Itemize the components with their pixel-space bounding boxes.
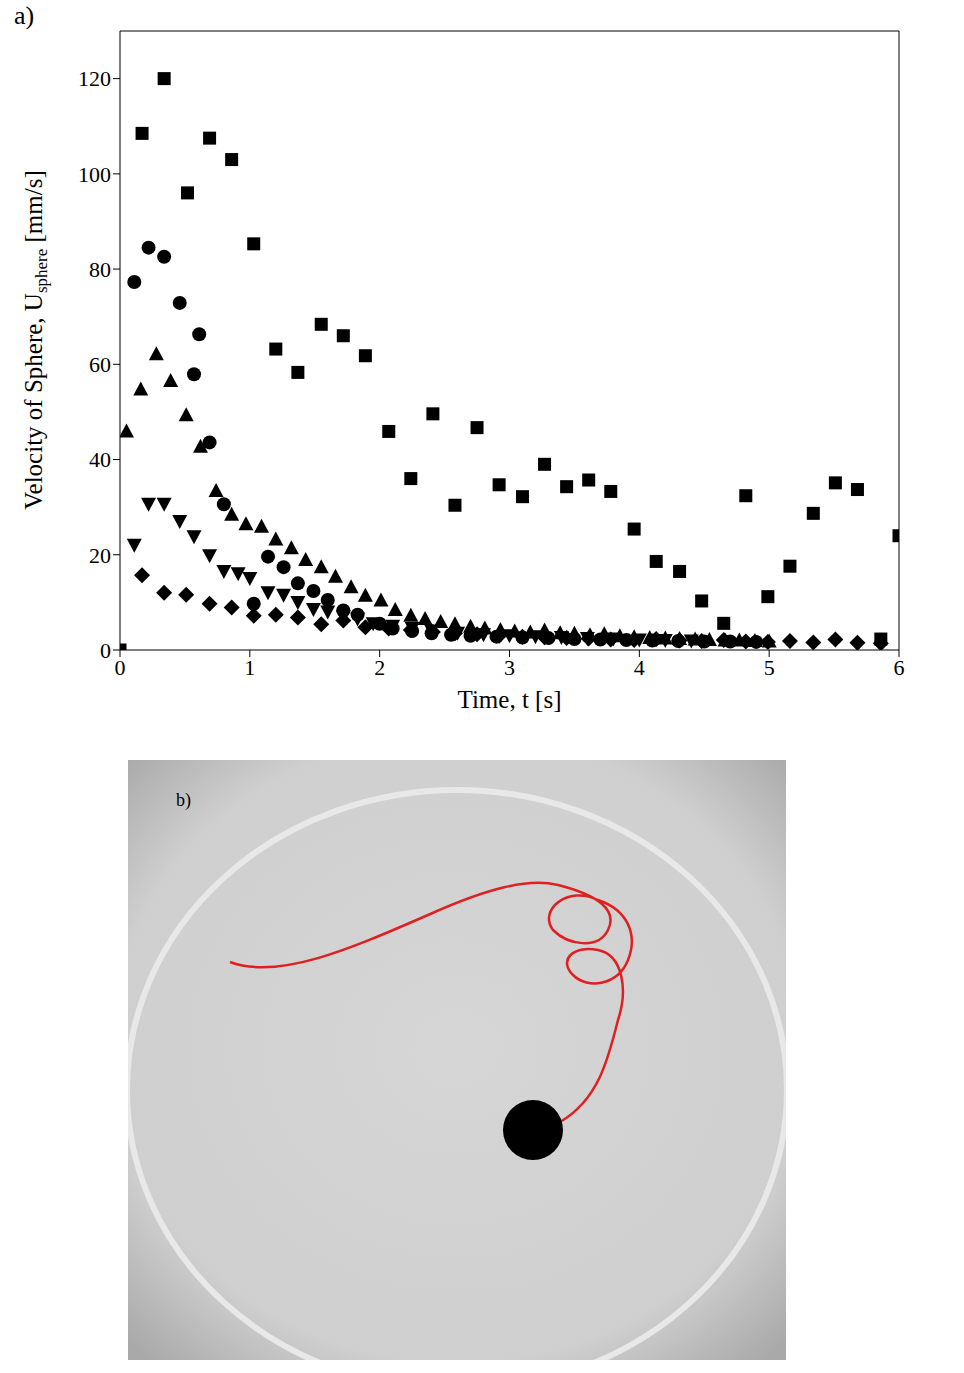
svg-text:100: 100 xyxy=(78,162,111,187)
svg-text:0: 0 xyxy=(100,638,111,663)
svg-text:5: 5 xyxy=(764,655,775,680)
svg-text:1: 1 xyxy=(244,655,255,680)
svg-text:a): a) xyxy=(14,1,34,30)
svg-text:40: 40 xyxy=(89,447,111,472)
svg-text:80: 80 xyxy=(89,257,111,282)
svg-text:6: 6 xyxy=(894,655,905,680)
svg-text:0: 0 xyxy=(115,655,126,680)
svg-text:2: 2 xyxy=(374,655,385,680)
svg-text:120: 120 xyxy=(78,66,111,91)
svg-text:Time, t [s]: Time, t [s] xyxy=(458,686,562,713)
svg-text:60: 60 xyxy=(89,352,111,377)
svg-text:b): b) xyxy=(176,790,191,811)
svg-text:4: 4 xyxy=(634,655,645,680)
svg-text:Velocity of Sphere, Usphere [m: Velocity of Sphere, Usphere [mm/s] xyxy=(20,170,51,509)
svg-text:20: 20 xyxy=(89,543,111,568)
svg-text:3: 3 xyxy=(504,655,515,680)
